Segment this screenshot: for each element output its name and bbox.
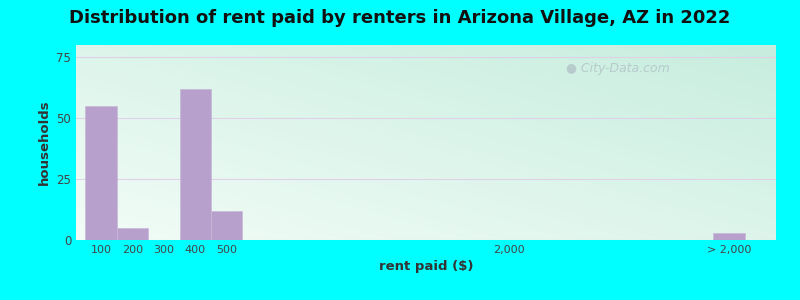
X-axis label: rent paid ($): rent paid ($)	[378, 260, 474, 273]
Y-axis label: households: households	[38, 100, 50, 185]
Text: Distribution of rent paid by renters in Arizona Village, AZ in 2022: Distribution of rent paid by renters in …	[70, 9, 730, 27]
Bar	[117, 228, 148, 240]
Bar	[179, 89, 211, 240]
Bar	[714, 233, 745, 240]
Bar	[211, 211, 242, 240]
Text: ● City-Data.com: ● City-Data.com	[566, 62, 670, 75]
Bar	[86, 106, 117, 240]
